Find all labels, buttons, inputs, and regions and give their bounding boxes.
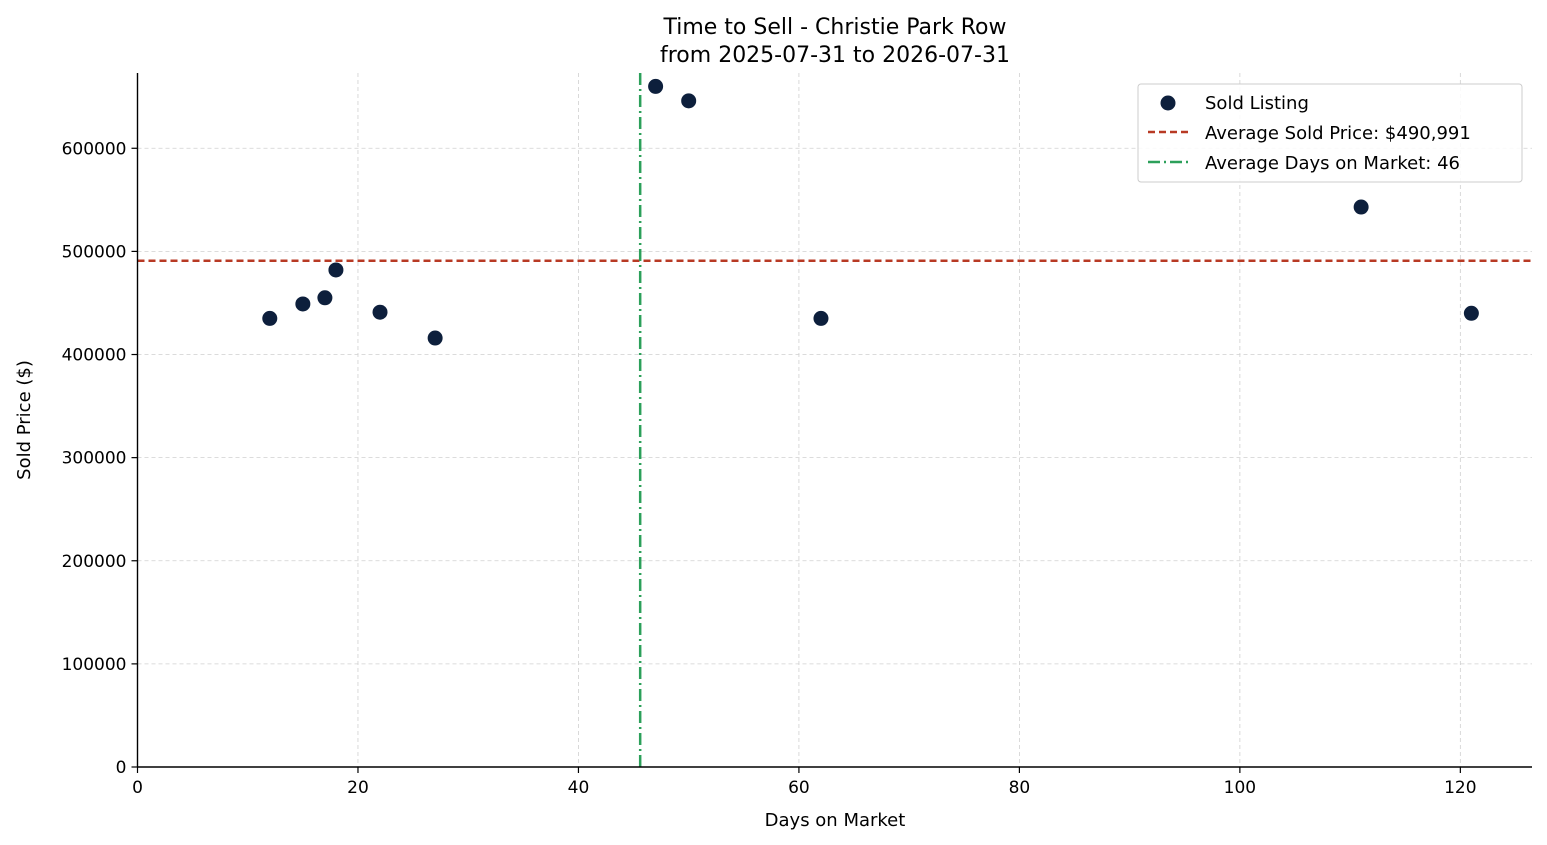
y-tick-label: 100000 (62, 655, 127, 675)
legend-marker-sold-listing (1160, 95, 1176, 111)
legend: Sold Listing Average Sold Price: $490,99… (1137, 83, 1523, 183)
grid (137, 73, 1532, 767)
y-tick-label: 600000 (62, 139, 127, 159)
legend-label-sold-listing: Sold Listing (1205, 93, 1309, 114)
legend-frame (1137, 83, 1523, 183)
x-tick-label: 120 (1444, 778, 1476, 798)
x-tick-label: 100 (1224, 778, 1256, 798)
legend-label-average-days: Average Days on Market: 46 (1205, 153, 1460, 174)
x-axis-label: Days on Market (765, 810, 906, 831)
data-point (372, 304, 388, 320)
data-point (813, 310, 829, 326)
data-point (681, 93, 697, 109)
chart-title: Time to Sell - Christie Park Row (662, 15, 1006, 40)
x-tick-label: 20 (347, 778, 369, 798)
data-point (648, 78, 664, 94)
data-point (1463, 305, 1479, 321)
x-tick-label: 60 (788, 778, 810, 798)
axis-ticks: 0 20 40 60 80 100 120 0 100000 200000 300000 400000… (62, 139, 1477, 798)
y-tick-label: 400000 (62, 346, 127, 366)
data-points (262, 78, 1479, 346)
data-point (1353, 199, 1369, 215)
x-tick-label: 0 (132, 778, 143, 798)
y-tick-label: 0 (116, 758, 127, 778)
data-point (328, 262, 344, 278)
y-tick-label: 200000 (62, 552, 127, 572)
y-axis-label: Sold Price ($) (14, 360, 35, 480)
data-point (427, 330, 443, 346)
data-point (262, 310, 278, 326)
data-point (295, 296, 311, 312)
data-point (317, 290, 333, 306)
reference-lines (137, 73, 1532, 767)
x-tick-label: 80 (1009, 778, 1031, 798)
y-tick-label: 500000 (62, 242, 127, 262)
x-tick-label: 40 (568, 778, 590, 798)
legend-label-average-price: Average Sold Price: $490,991 (1205, 123, 1471, 144)
chart-subtitle: from 2025-07-31 to 2026-07-31 (660, 43, 1010, 68)
y-tick-label: 300000 (62, 449, 127, 469)
